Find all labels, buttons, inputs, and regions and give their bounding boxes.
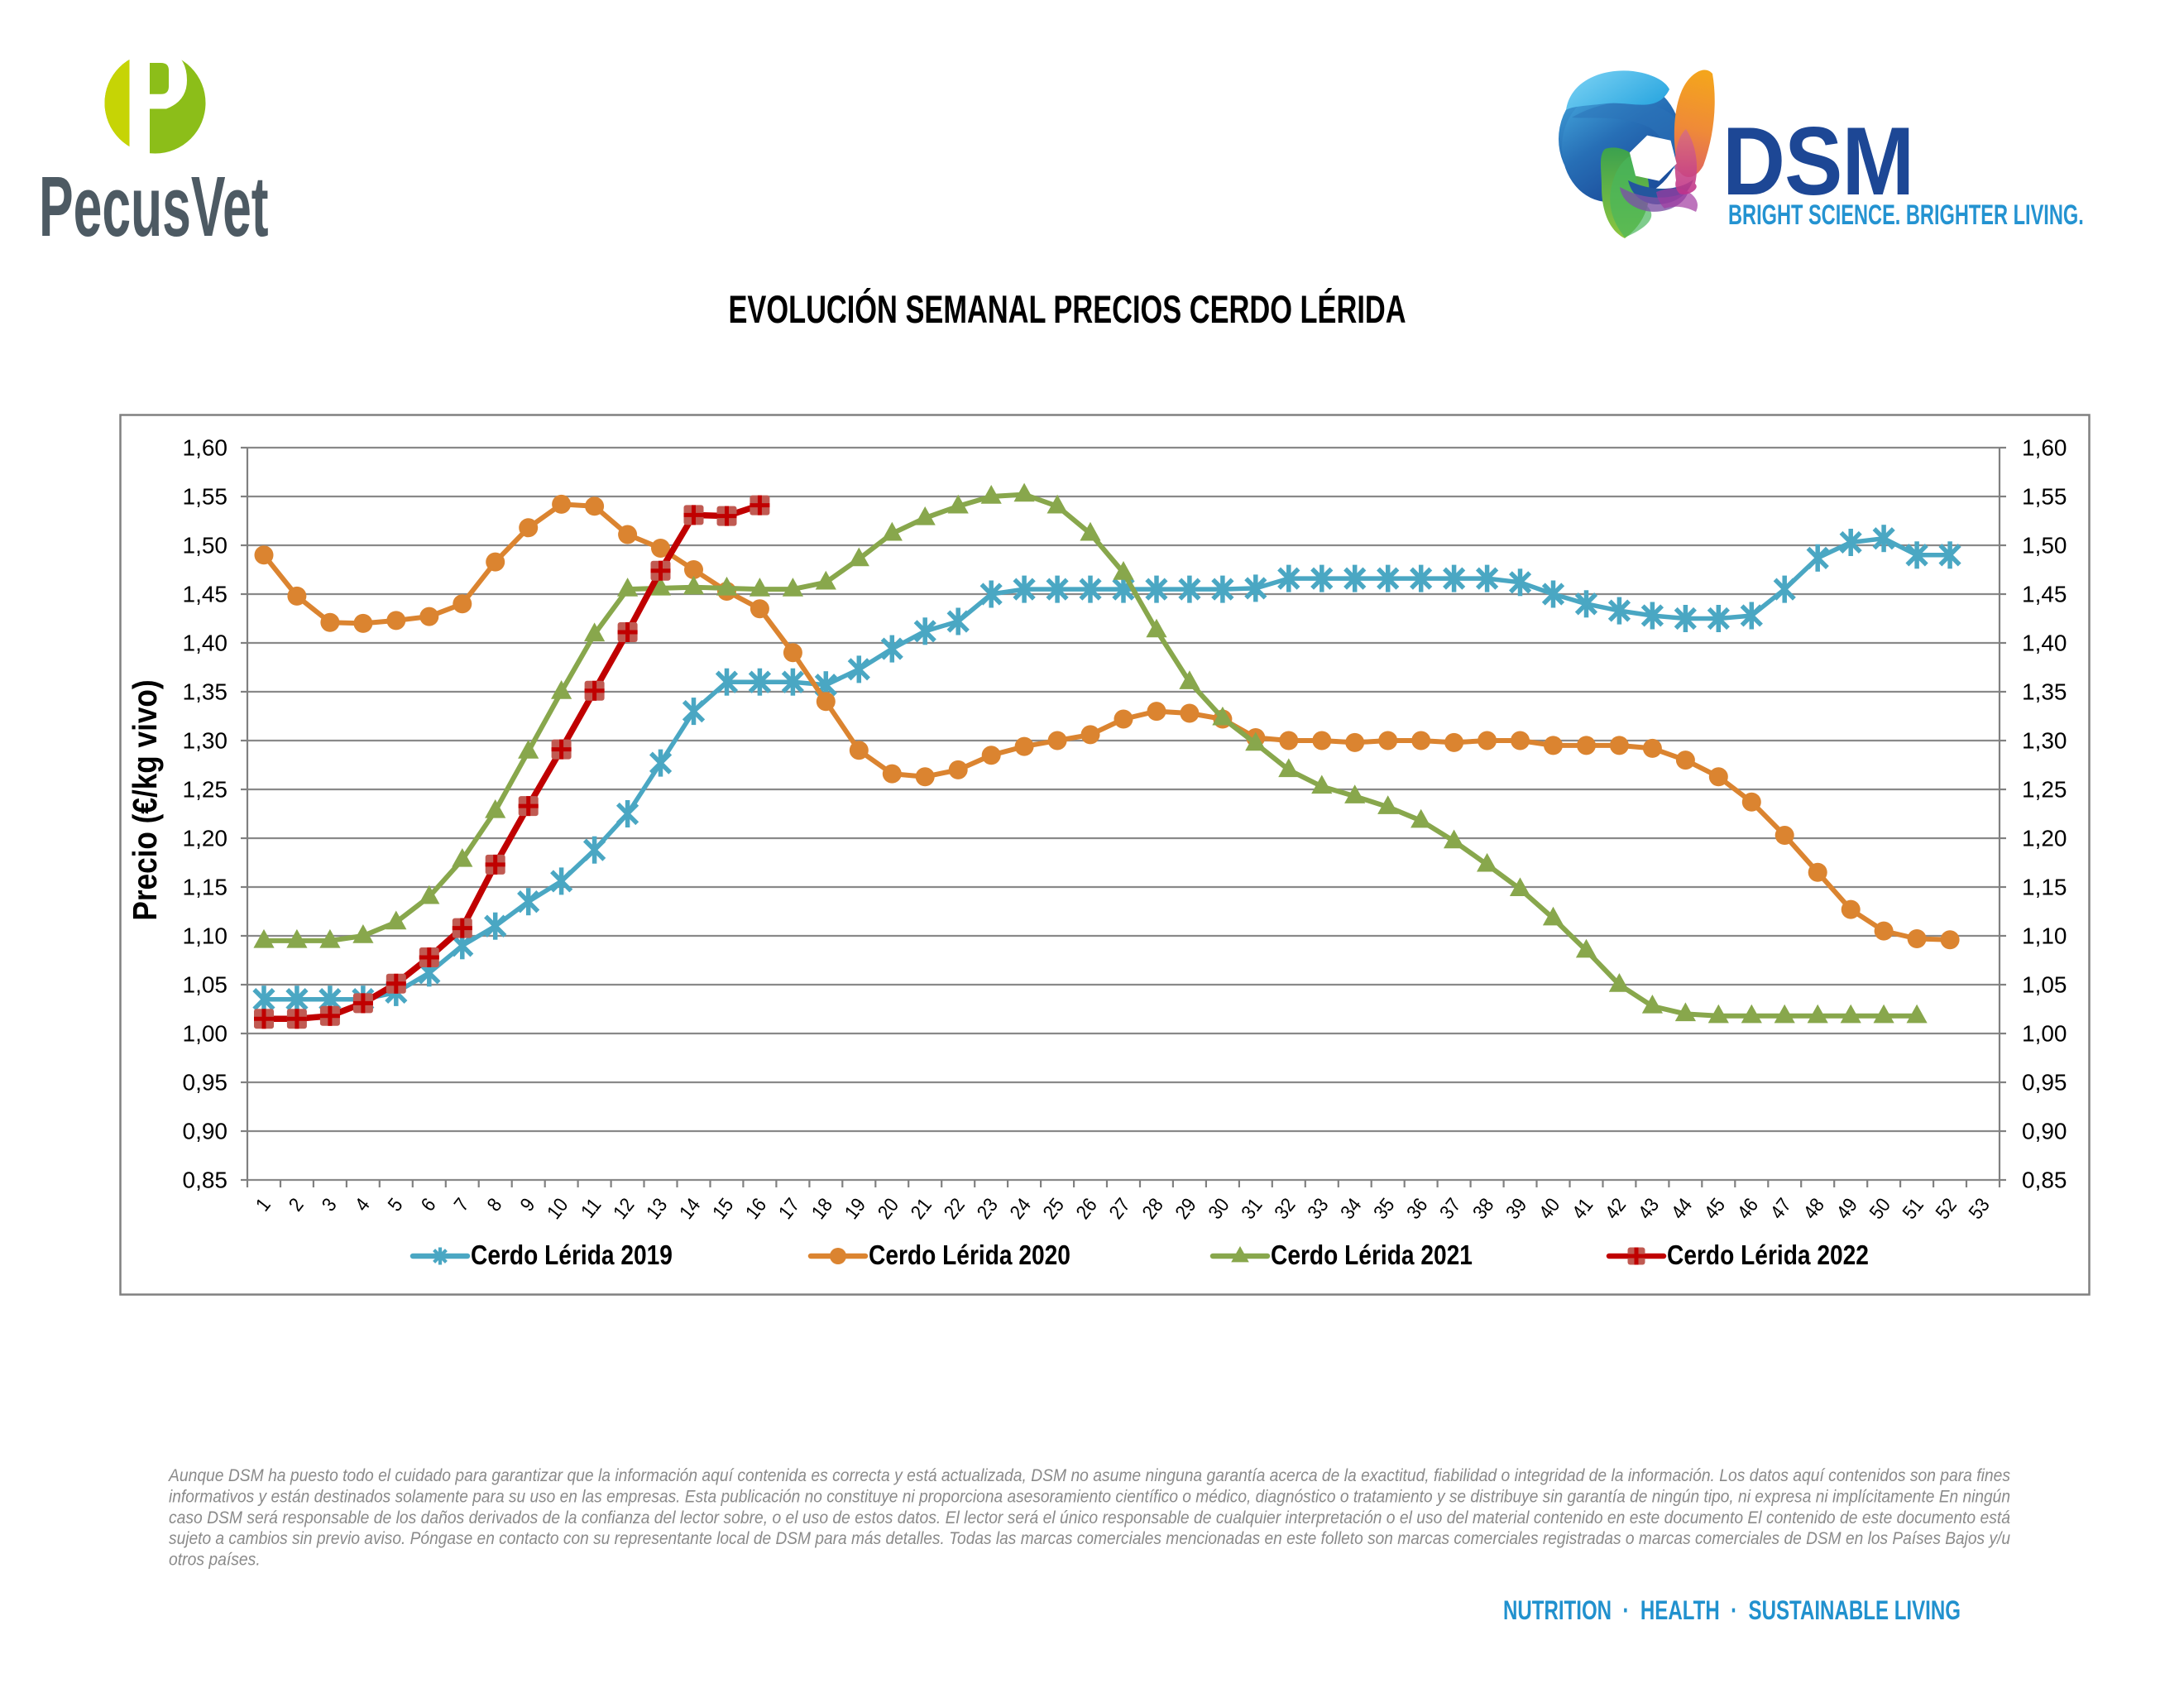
svg-text:1,20: 1,20	[2022, 826, 2067, 851]
svg-text:1,25: 1,25	[183, 777, 228, 803]
svg-text:NUTRITION · HEALTH · SUSTA: NUTRITION · HEALTH · SUSTAINABLE LIVING	[1503, 1596, 1961, 1626]
svg-text:PecusVet: PecusVet	[39, 160, 269, 255]
svg-text:1,55: 1,55	[183, 484, 228, 510]
svg-text:0,85: 0,85	[2022, 1168, 2067, 1193]
svg-text:Cerdo Lérida 2022: Cerdo Lérida 2022	[1667, 1240, 1869, 1271]
svg-text:1,05: 1,05	[2022, 972, 2067, 998]
svg-text:1,45: 1,45	[183, 582, 228, 607]
svg-text:Cerdo Lérida 2019: Cerdo Lérida 2019	[471, 1240, 673, 1271]
svg-text:0,85: 0,85	[183, 1168, 228, 1193]
svg-text:0,90: 0,90	[2022, 1119, 2067, 1144]
svg-text:1,25: 1,25	[2022, 777, 2067, 803]
svg-text:0,95: 0,95	[2022, 1070, 2067, 1096]
svg-text:1,30: 1,30	[183, 728, 228, 754]
svg-text:1,45: 1,45	[2022, 582, 2067, 607]
svg-text:1,15: 1,15	[183, 875, 228, 900]
svg-text:1,55: 1,55	[2022, 484, 2067, 510]
svg-text:1,35: 1,35	[2022, 679, 2067, 705]
svg-text:1,00: 1,00	[2022, 1021, 2067, 1047]
svg-text:1,00: 1,00	[183, 1021, 228, 1047]
svg-text:0,95: 0,95	[183, 1070, 228, 1096]
svg-text:1,60: 1,60	[183, 435, 228, 461]
svg-text:DSM: DSM	[1722, 107, 1913, 215]
svg-text:1,20: 1,20	[183, 826, 228, 851]
svg-text:Cerdo Lérida 2021: Cerdo Lérida 2021	[1271, 1240, 1473, 1271]
svg-text:1,05: 1,05	[183, 972, 228, 998]
svg-text:BRIGHT SCIENCE. BRIGHTER LIVIN: BRIGHT SCIENCE. BRIGHTER LIVING.	[1728, 200, 2084, 231]
svg-text:1,40: 1,40	[2022, 631, 2067, 656]
svg-text:EVOLUCIÓN SEMANAL PRECIOS CERD: EVOLUCIÓN SEMANAL PRECIOS CERDO LÉRIDA	[728, 288, 1406, 331]
svg-text:1,10: 1,10	[183, 923, 228, 949]
svg-text:1,50: 1,50	[2022, 533, 2067, 559]
svg-text:informativos y están destinado: informativos y están destinados solament…	[169, 1486, 2010, 1506]
svg-text:Precio (€/kg vivo): Precio (€/kg vivo)	[127, 679, 165, 920]
svg-text:1,15: 1,15	[2022, 875, 2067, 900]
svg-text:otros países.: otros países.	[169, 1550, 261, 1570]
svg-text:Aunque DSM ha puesto todo el c: Aunque DSM ha puesto todo el cuidado par…	[167, 1465, 2010, 1485]
svg-text:caso DSM será responsable de l: caso DSM será responsable de los daños d…	[169, 1508, 2010, 1527]
svg-text:1,35: 1,35	[183, 679, 228, 705]
svg-text:1,60: 1,60	[2022, 435, 2067, 461]
svg-text:Cerdo Lérida 2020: Cerdo Lérida 2020	[869, 1240, 1070, 1271]
svg-text:1,10: 1,10	[2022, 923, 2067, 949]
svg-text:1,50: 1,50	[183, 533, 228, 559]
svg-text:1,30: 1,30	[2022, 728, 2067, 754]
svg-text:sujeto a cambios sin previo av: sujeto a cambios sin previo aviso. Pónga…	[169, 1528, 2010, 1548]
svg-text:0,90: 0,90	[183, 1119, 228, 1144]
svg-text:1,40: 1,40	[183, 631, 228, 656]
